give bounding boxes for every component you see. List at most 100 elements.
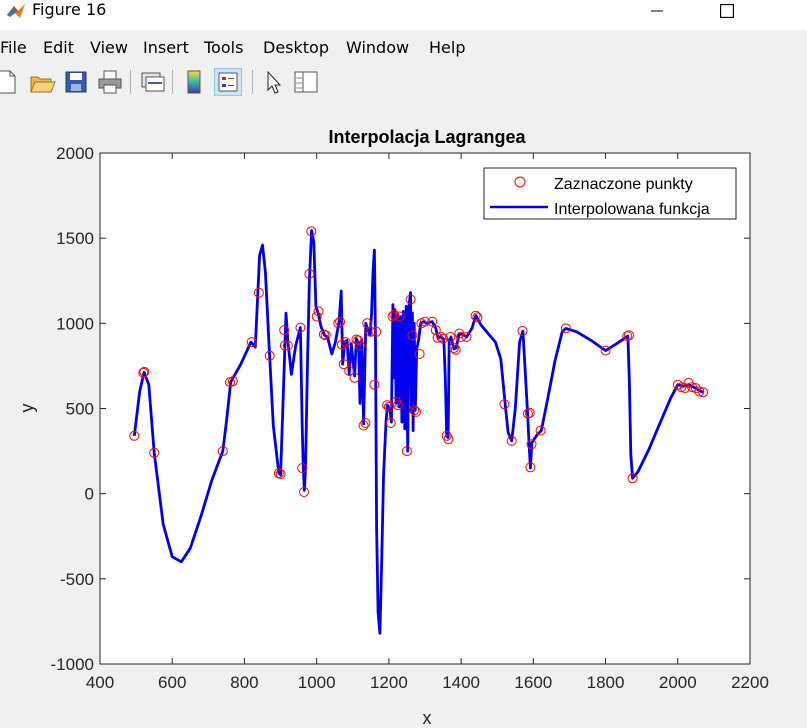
data-point	[680, 383, 690, 394]
marked-points	[129, 226, 709, 497]
matlab-logo-icon	[7, 4, 25, 18]
x-tick-label: 400	[86, 673, 114, 692]
menu-window[interactable]: Window	[346, 38, 410, 57]
data-point	[687, 382, 698, 393]
colorbar-icon	[187, 70, 201, 94]
data-point	[306, 226, 317, 237]
data-point	[227, 376, 238, 387]
data-point	[560, 323, 571, 334]
data-point	[456, 332, 467, 342]
x-tick-label: 800	[230, 673, 258, 692]
data-point	[430, 325, 441, 336]
data-point	[138, 367, 149, 378]
data-point	[149, 447, 160, 458]
toolbar-separator	[252, 70, 253, 94]
data-point	[295, 322, 306, 333]
open-folder-icon	[30, 76, 56, 93]
data-point	[445, 332, 456, 342]
save-button[interactable]	[62, 68, 90, 96]
x-axis-label: x	[423, 708, 432, 728]
toolbar-separator	[172, 70, 173, 94]
legend-label-points: Zaznaczone punkty	[554, 176, 693, 193]
menu-tools[interactable]: Tools	[204, 38, 244, 57]
data-point	[448, 343, 459, 353]
data-point	[385, 418, 396, 428]
axes-box	[99, 152, 751, 665]
maximize-icon	[720, 4, 734, 18]
data-point	[414, 349, 425, 359]
new-figure-button[interactable]	[0, 68, 20, 96]
menu-edit[interactable]: Edit	[43, 38, 74, 57]
data-point	[438, 333, 449, 344]
y-axis-label: y	[17, 404, 37, 413]
data-point	[338, 359, 349, 370]
data-point	[600, 345, 611, 356]
data-point	[313, 306, 324, 317]
data-point	[371, 326, 382, 337]
property-inspector-button[interactable]	[292, 68, 320, 96]
data-point	[311, 311, 322, 322]
menu-view[interactable]: View	[90, 38, 128, 57]
data-point	[297, 463, 308, 474]
menu-file[interactable]: File	[0, 38, 27, 57]
data-point	[420, 316, 430, 327]
data-point	[344, 366, 355, 376]
data-point	[387, 311, 398, 322]
data-point	[461, 332, 472, 342]
legend-box	[483, 167, 737, 220]
data-point	[522, 408, 533, 419]
data-point	[525, 462, 536, 473]
legend-icon	[218, 72, 238, 92]
x-tick-label: 1600	[514, 673, 552, 692]
y-tick-label: -500	[60, 570, 94, 589]
data-point	[246, 337, 257, 348]
legend-marker-points	[514, 176, 526, 188]
data-point	[362, 318, 373, 329]
legend-button[interactable]	[214, 68, 242, 96]
x-tick-label: 2000	[659, 673, 697, 692]
y-tick-label: 1500	[56, 229, 94, 248]
data-point	[320, 330, 331, 341]
data-point	[506, 435, 517, 446]
data-point	[355, 340, 365, 351]
data-point	[318, 329, 329, 340]
data-point	[299, 487, 309, 497]
data-point	[253, 287, 264, 298]
data-point	[382, 400, 393, 411]
maximize-button[interactable]	[704, 0, 750, 22]
data-point	[335, 316, 346, 327]
data-point	[499, 399, 510, 410]
data-point	[394, 311, 405, 322]
menu-insert[interactable]: Insert	[143, 38, 189, 57]
x-tick-label: 2200	[731, 673, 769, 692]
colorbar-button[interactable]	[180, 68, 208, 96]
data-point	[340, 337, 351, 348]
data-point	[353, 335, 364, 346]
menu-help[interactable]: Help	[429, 38, 466, 57]
print-button[interactable]	[96, 68, 124, 96]
data-point	[690, 383, 701, 394]
pointer-button[interactable]	[260, 68, 288, 96]
property-inspector-icon	[294, 71, 318, 93]
link-plot-button[interactable]	[138, 68, 166, 96]
x-tick-label: 1000	[298, 673, 336, 692]
data-point	[401, 446, 412, 457]
data-point	[524, 407, 535, 418]
open-button[interactable]	[28, 68, 56, 96]
menu-desktop[interactable]: Desktop	[263, 38, 329, 57]
data-point	[411, 406, 421, 417]
data-point	[392, 400, 403, 411]
interpolated-curve-line	[132, 229, 704, 635]
legend[interactable]: Zaznaczone punkty Interpolowana funkcja	[483, 167, 737, 220]
data-point	[443, 434, 454, 445]
minimize-button[interactable]	[634, 0, 680, 22]
data-point	[432, 332, 443, 343]
chart-title: Interpolacja Lagrangea	[328, 127, 526, 147]
data-point	[676, 382, 687, 393]
data-point	[409, 405, 420, 416]
x-tick-label: 1400	[442, 673, 480, 692]
tick-labels: 400 600 800 1000 1200 1400 1600 1800 2000 2200 -10…	[51, 144, 769, 692]
minimize-icon	[651, 10, 663, 12]
data-point	[450, 344, 461, 355]
y-tick-label: -1000	[51, 655, 94, 674]
